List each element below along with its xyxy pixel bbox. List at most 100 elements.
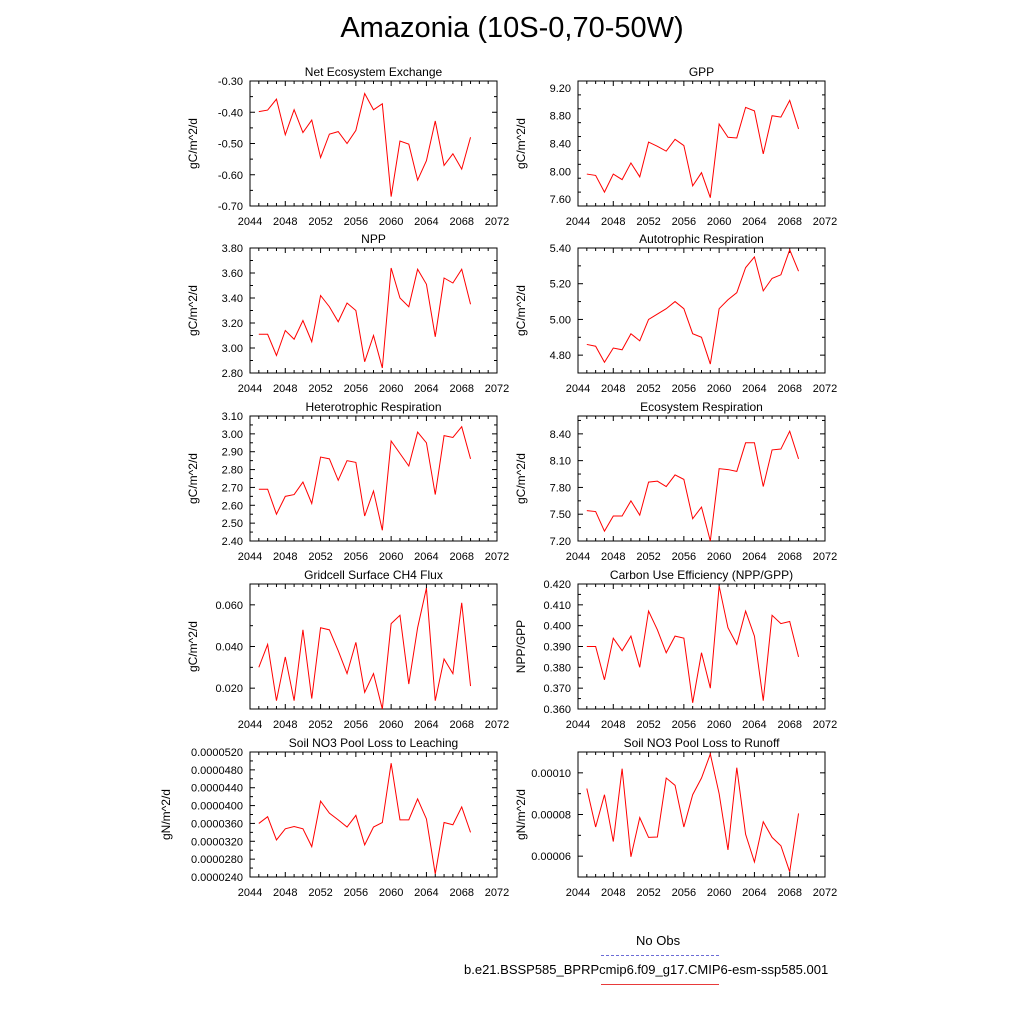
x-tick-label: 2052 (636, 383, 660, 395)
x-tick-label: 2068 (449, 383, 473, 395)
x-tick-label: 2052 (308, 551, 332, 563)
series-line (258, 425, 472, 531)
x-tick-label: 2064 (414, 887, 438, 899)
x-tick-label: 2048 (601, 887, 625, 899)
plot-frame (249, 247, 498, 374)
x-tick-label: 2044 (238, 383, 262, 395)
y-tick-label: 0.370 (543, 683, 571, 695)
x-tick-label: 2068 (449, 719, 473, 731)
x-tick-label: 2068 (777, 383, 801, 395)
series-line (258, 763, 472, 874)
series-line (586, 99, 800, 198)
plot-frame (577, 583, 826, 710)
x-tick-label: 2048 (601, 551, 625, 563)
panel-3: NPP gC/m^2/d 2044 2048 2052 2056 2060 2064 2068 2… (186, 232, 509, 395)
panel-7: Gridcell Surface CH4 Flux gC/m^2/d 2044 204… (186, 568, 509, 731)
x-tick-label: 2044 (566, 719, 590, 731)
y-tick-label: 0.020 (215, 683, 243, 695)
x-tick-label: 2068 (777, 216, 801, 228)
x-tick-label: 2060 (707, 383, 731, 395)
y-tick-label: 2.90 (222, 447, 243, 459)
x-tick-label: 2056 (344, 383, 368, 395)
y-tick-label: 0.0000240 (191, 872, 243, 884)
panel-10: Soil NO3 Pool Loss to Runoff gN/m^2/d 2044… (514, 736, 837, 899)
x-tick-label: 2052 (308, 216, 332, 228)
x-tick-label: 2072 (485, 887, 509, 899)
x-tick-label: 2060 (707, 719, 731, 731)
y-tick-label: 0.390 (543, 642, 571, 654)
panel-8: Carbon Use Efficiency (NPP/GPP) NPP/GPP 20… (514, 568, 837, 731)
x-tick-label: 2056 (344, 887, 368, 899)
x-tick-label: 2064 (742, 216, 766, 228)
y-tick-label: 7.20 (550, 536, 571, 548)
y-tick-label: 8.00 (550, 166, 571, 178)
y-tick-label: 0.360 (543, 704, 571, 716)
series-line (258, 588, 472, 710)
x-tick-label: 2064 (742, 551, 766, 563)
x-tick-label: 2044 (238, 551, 262, 563)
x-tick-label: 2044 (566, 887, 590, 899)
y-tick-label: 0.0000280 (191, 854, 243, 866)
legend-line-obs (601, 955, 719, 956)
y-tick-label: 0.00010 (531, 768, 571, 780)
y-tick-label: 0.00008 (531, 810, 571, 822)
x-tick-label: 2056 (672, 887, 696, 899)
y-tick-label: -0.50 (218, 139, 243, 151)
y-tick-label: 8.40 (550, 429, 571, 441)
panel-9: Soil NO3 Pool Loss to Leaching gN/m^2/d 20… (159, 736, 509, 899)
x-tick-label: 2052 (308, 383, 332, 395)
y-tick-label: 5.20 (550, 279, 571, 291)
y-axis-label: gC/m^2/d (514, 453, 528, 504)
y-tick-label: 2.50 (222, 518, 243, 530)
x-tick-label: 2064 (742, 887, 766, 899)
y-tick-label: 4.80 (550, 350, 571, 362)
y-tick-label: 8.40 (550, 139, 571, 151)
y-axis-label: gC/m^2/d (186, 453, 200, 504)
x-tick-label: 2056 (672, 383, 696, 395)
y-tick-label: 0.420 (543, 579, 571, 591)
y-tick-label: 3.40 (222, 293, 243, 305)
y-tick-label: 0.0000360 (191, 818, 243, 830)
series-line (586, 429, 800, 542)
plot-frame (577, 247, 826, 374)
series-line (258, 267, 472, 369)
x-tick-label: 2044 (238, 887, 262, 899)
x-tick-label: 2068 (449, 216, 473, 228)
x-tick-label: 2052 (308, 887, 332, 899)
x-tick-label: 2072 (485, 719, 509, 731)
x-tick-label: 2072 (813, 551, 837, 563)
y-axis-label: gN/m^2/d (159, 789, 173, 840)
y-axis-label: gC/m^2/d (514, 118, 528, 169)
x-tick-label: 2064 (742, 719, 766, 731)
x-tick-label: 2072 (813, 383, 837, 395)
plot-frame (577, 751, 826, 878)
y-tick-label: 0.0000400 (191, 801, 243, 813)
y-tick-label: 2.80 (222, 465, 243, 477)
y-tick-label: 0.040 (215, 642, 243, 654)
plot-frame (249, 415, 498, 542)
x-tick-label: 2044 (238, 216, 262, 228)
x-tick-label: 2072 (485, 383, 509, 395)
x-tick-label: 2056 (672, 719, 696, 731)
y-tick-label: 2.60 (222, 500, 243, 512)
x-tick-label: 2072 (485, 216, 509, 228)
y-tick-label: 7.60 (550, 194, 571, 206)
x-tick-label: 2064 (414, 216, 438, 228)
x-tick-label: 2064 (742, 383, 766, 395)
panel-title: Soil NO3 Pool Loss to Leaching (289, 736, 458, 750)
y-tick-label: 0.410 (543, 600, 571, 612)
x-tick-label: 2060 (379, 887, 403, 899)
x-tick-label: 2060 (379, 551, 403, 563)
x-tick-label: 2056 (672, 216, 696, 228)
x-tick-label: 2048 (273, 887, 297, 899)
x-tick-label: 2068 (777, 887, 801, 899)
y-tick-label: 7.50 (550, 509, 571, 521)
y-tick-label: 0.060 (215, 600, 243, 612)
x-tick-label: 2048 (273, 383, 297, 395)
panel-4: Autotrophic Respiration gC/m^2/d 2044 2048 2… (514, 232, 837, 395)
y-tick-label: 0.0000520 (191, 747, 243, 759)
figure-title: Amazonia (10S-0,70-50W) (340, 12, 684, 44)
x-tick-label: 2060 (707, 551, 731, 563)
x-tick-label: 2068 (449, 887, 473, 899)
x-tick-label: 2056 (344, 719, 368, 731)
